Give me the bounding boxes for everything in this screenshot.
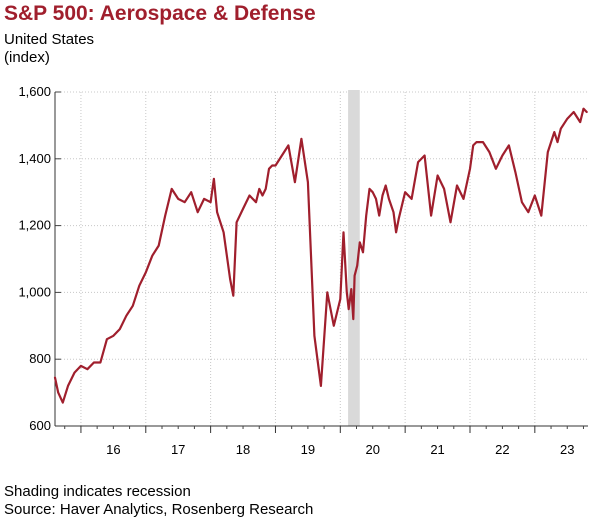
y-axis: 600 800 1,000 1,200 1,400 1,600 xyxy=(18,84,61,433)
x-tick-label: 20 xyxy=(365,442,379,457)
chart-subtitle: United States (index) xyxy=(4,31,94,67)
x-tick-label: 19 xyxy=(301,442,315,457)
y-tick-label: 1,600 xyxy=(18,84,51,99)
subtitle-country: United States xyxy=(4,31,95,48)
x-tick-label: 16 xyxy=(106,442,120,457)
series-group xyxy=(53,107,588,404)
x-tick-label: 17 xyxy=(171,442,185,457)
index-line xyxy=(53,107,588,404)
source-note: Source: Haver Analytics, Rosenberg Resea… xyxy=(4,501,314,518)
recession-shading xyxy=(348,90,360,426)
chart-title: S&P 500: Aerospace & Defense xyxy=(4,2,316,25)
x-axis: 16 17 18 19 20 21 22 23 xyxy=(55,425,588,457)
x-tick-label: 23 xyxy=(560,442,574,457)
y-tick-label: 800 xyxy=(29,351,51,366)
subtitle-unit: (index) xyxy=(4,49,50,66)
y-tick-label: 1,400 xyxy=(18,151,51,166)
chart-footer: Shading indicates recession Source: Have… xyxy=(4,483,313,519)
recession-note: Shading indicates recession xyxy=(4,483,191,500)
y-tick-label: 1,000 xyxy=(18,284,51,299)
x-tick-label: 18 xyxy=(236,442,250,457)
y-tick-label: 600 xyxy=(29,418,51,433)
line-chart: 600 800 1,000 1,200 1,400 1,600 16 17 18 19 20 21 2… xyxy=(18,84,588,457)
recession-band xyxy=(348,90,360,426)
y-tick-label: 1,200 xyxy=(18,218,51,233)
x-tick-label: 22 xyxy=(495,442,509,457)
x-tick-label: 21 xyxy=(430,442,444,457)
